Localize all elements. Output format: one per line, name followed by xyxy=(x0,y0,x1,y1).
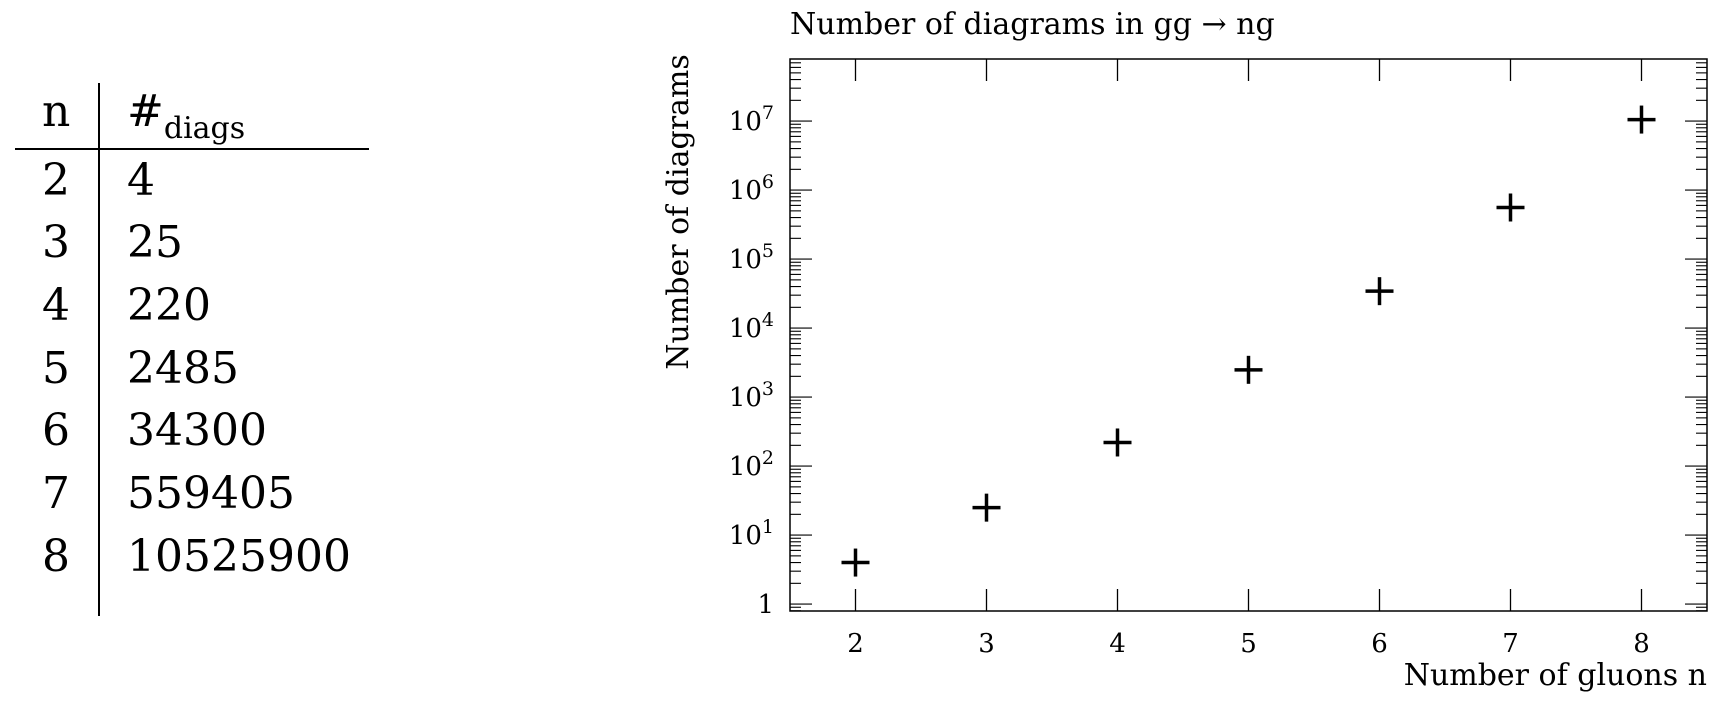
x-tick-label: 2 xyxy=(847,629,864,659)
y-axis-label: Number of diagrams xyxy=(661,54,696,370)
axis-ticks xyxy=(790,59,1707,612)
table-header-n: n xyxy=(42,86,71,137)
x-axis-label: Number of gluons n xyxy=(1404,658,1707,693)
x-tick-label: 7 xyxy=(1502,629,1519,659)
table-cell-n: 8 xyxy=(42,531,70,582)
y-tick-label: 101 xyxy=(729,516,774,551)
data-point xyxy=(841,548,870,577)
table-row: 3 25 xyxy=(0,210,380,276)
table-cell-value: 559405 xyxy=(127,468,295,519)
y-tick-label: 104 xyxy=(729,309,774,344)
y-tick-label: 106 xyxy=(729,171,774,206)
table-cell-n: 4 xyxy=(42,280,70,331)
table-row: 6 34300 xyxy=(0,398,380,464)
data-point xyxy=(1234,355,1263,384)
y-tick-label: 103 xyxy=(729,378,774,413)
y-tick-label: 102 xyxy=(729,447,774,482)
x-tick-label: 8 xyxy=(1633,629,1650,659)
data-point xyxy=(1103,428,1132,457)
table-cell-value: 2485 xyxy=(127,343,239,394)
table-cell-value: 4 xyxy=(127,155,155,206)
table-cell-n: 6 xyxy=(42,405,70,456)
x-tick-label: 6 xyxy=(1371,629,1388,659)
plot-frame xyxy=(789,58,1708,612)
data-point xyxy=(1627,105,1656,134)
data-points xyxy=(841,105,1656,577)
x-tick-labels: 2 3 4 5 6 7 8 xyxy=(847,629,1650,659)
table-cell-n: 2 xyxy=(42,155,70,206)
data-point xyxy=(1496,193,1525,222)
data-point xyxy=(972,493,1001,522)
table-cell-value: 10525900 xyxy=(127,531,351,582)
table-header-diags-subscript: diags xyxy=(163,111,246,146)
table-row: 2 4 xyxy=(0,148,380,214)
table-header-diags: #diags xyxy=(127,86,245,147)
table-cell-n: 3 xyxy=(42,217,70,268)
table-row: 7 559405 xyxy=(0,461,380,527)
y-tick-labels: 1 101 102 103 104 105 106 107 xyxy=(729,102,774,620)
y-tick-label: 107 xyxy=(729,102,774,137)
table-header-rule xyxy=(15,148,369,150)
table-cell-value: 220 xyxy=(127,280,211,331)
table-row: 4 220 xyxy=(0,273,380,339)
table-cell-value: 25 xyxy=(127,217,183,268)
table-column-rule xyxy=(98,83,100,616)
chart-title: Number of diagrams in gg → ng xyxy=(790,7,1275,42)
x-tick-label: 3 xyxy=(978,629,995,659)
data-point xyxy=(1365,277,1394,306)
table-cell-n: 5 xyxy=(42,343,70,394)
table-header-diags-symbol: # xyxy=(127,86,164,137)
y-tick-label: 105 xyxy=(729,240,774,275)
x-tick-label: 4 xyxy=(1109,629,1126,659)
y-tick-label: 1 xyxy=(757,590,774,620)
table-row: 8 10525900 xyxy=(0,524,380,590)
table-cell-value: 34300 xyxy=(127,405,267,456)
table-cell-n: 7 xyxy=(42,468,70,519)
x-tick-label: 5 xyxy=(1240,629,1257,659)
table-row: 5 2485 xyxy=(0,336,380,402)
diagram-count-table: n #diags 2 4 3 25 4 220 5 2485 6 34300 7… xyxy=(0,0,380,703)
